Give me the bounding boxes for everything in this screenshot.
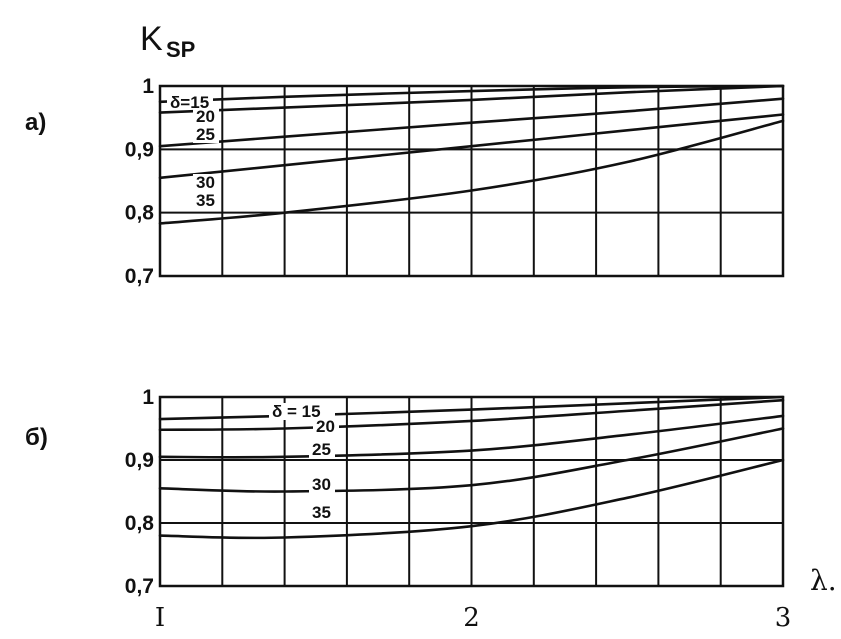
series-line-1 bbox=[158, 84, 785, 114]
y-tick-label: 1 bbox=[142, 75, 154, 98]
x-tick-label: 3 bbox=[775, 603, 792, 633]
curve-label-bg bbox=[193, 126, 219, 143]
y-tick-label: 0,9 bbox=[125, 138, 154, 161]
y-tick-label: 0,7 bbox=[125, 265, 154, 288]
curve-label-bg bbox=[193, 174, 219, 191]
panel-label: б) bbox=[25, 424, 48, 451]
curve-label-3: 30 bbox=[312, 475, 331, 494]
y-tick-label: 0,9 bbox=[125, 449, 154, 472]
y-axis-label-subscript: SP bbox=[166, 37, 195, 62]
curve-label-bg bbox=[193, 108, 219, 125]
curve-label-0: δ=15 bbox=[170, 93, 209, 112]
series-line-3 bbox=[158, 427, 785, 493]
curve-label-1: 20 bbox=[196, 107, 215, 126]
curve-label-bg bbox=[167, 94, 213, 111]
curve-label-1: 20 bbox=[316, 417, 335, 436]
curve-label-2: 25 bbox=[312, 440, 331, 459]
curve-label-bg bbox=[309, 504, 335, 521]
curve-label-2: 25 bbox=[196, 125, 215, 144]
curve-label-bg bbox=[309, 441, 335, 458]
y-axis-title: K SP bbox=[140, 20, 195, 62]
y-tick-label: 0,8 bbox=[125, 512, 155, 535]
curve-label-bg bbox=[313, 418, 339, 435]
panel-label: а) bbox=[25, 109, 46, 136]
curve-label-0: δ = 15 bbox=[272, 402, 321, 421]
y-tick-label: 0,8 bbox=[125, 202, 155, 225]
x-axis-label: λ. bbox=[810, 564, 837, 597]
y-axis-label: K bbox=[140, 20, 163, 58]
series-line-0 bbox=[158, 395, 785, 421]
x-tick-label: 2 bbox=[463, 603, 480, 633]
x-tick-label: I bbox=[155, 603, 165, 633]
series-line-4 bbox=[158, 458, 785, 540]
series-line-2 bbox=[158, 97, 785, 148]
series-line-4 bbox=[158, 119, 785, 225]
y-tick-label: 0,7 bbox=[125, 575, 154, 598]
y-tick-label: 1 bbox=[142, 386, 154, 409]
series-line-2 bbox=[158, 414, 785, 459]
series-line-3 bbox=[158, 113, 785, 180]
plot-frame bbox=[158, 84, 785, 278]
curve-label-3: 30 bbox=[196, 173, 215, 192]
curve-label-bg bbox=[269, 403, 335, 420]
plot-frame bbox=[158, 395, 785, 588]
curve-label-4: 35 bbox=[196, 191, 215, 210]
curve-label-bg bbox=[309, 476, 335, 493]
curve-label-4: 35 bbox=[312, 503, 331, 522]
series-line-0 bbox=[158, 84, 785, 104]
series-line-1 bbox=[158, 398, 785, 432]
curve-label-bg bbox=[193, 192, 219, 209]
